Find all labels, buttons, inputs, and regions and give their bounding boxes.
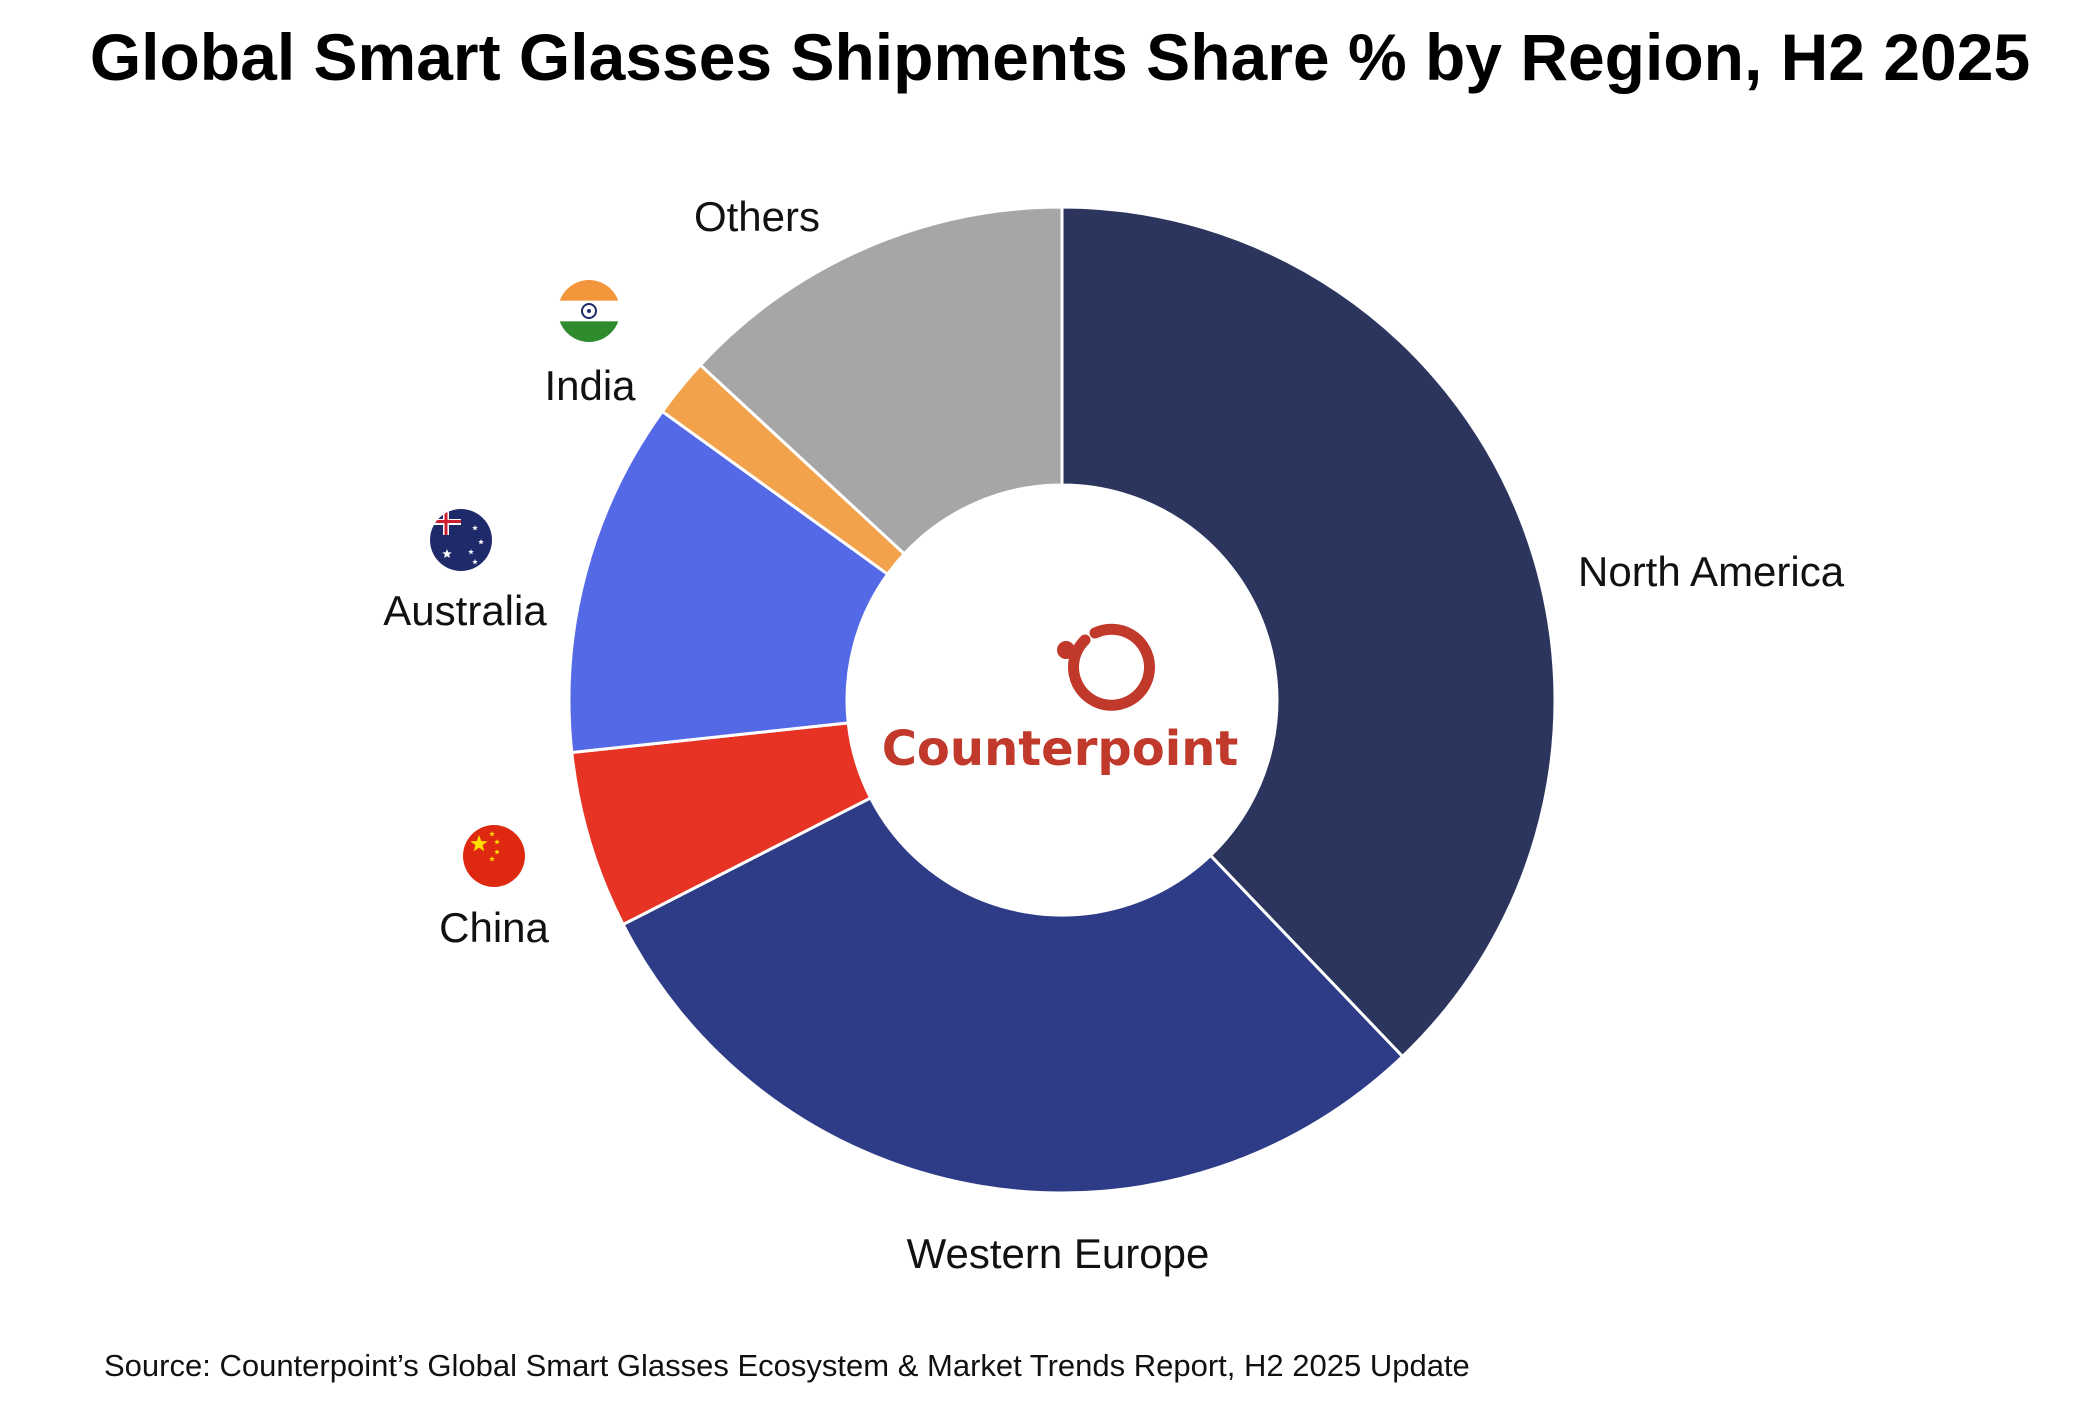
- australia-flag-icon: [430, 509, 492, 571]
- china-flag-icon: [463, 825, 525, 887]
- slice-label-north-america: North America: [1578, 548, 1845, 595]
- slice-label-china: China: [439, 904, 549, 951]
- counterpoint-logo: Counterpoint: [882, 623, 1239, 777]
- flag-icons: [430, 280, 620, 887]
- source-note: Source: Counterpoint’s Global Smart Glas…: [104, 1348, 1470, 1383]
- brand-name: Counterpoint: [882, 721, 1239, 777]
- counterpoint-logo-icon: [1057, 623, 1155, 711]
- slice-australia: [567, 409, 890, 755]
- slice-labels: North America Western Europe China Australi…: [383, 193, 1844, 1277]
- slice-western-europe: [621, 795, 1405, 1195]
- india-flag-icon: [558, 280, 620, 342]
- donut-slices: [567, 205, 1557, 1195]
- slice-north-america: [1060, 205, 1557, 1059]
- slice-label-india: India: [544, 362, 636, 409]
- slice-label-australia: Australia: [383, 587, 547, 634]
- slice-label-others: Others: [694, 193, 820, 240]
- slice-label-western-europe: Western Europe: [907, 1230, 1210, 1277]
- slice-others: [698, 205, 1064, 556]
- chart-title: Global Smart Glasses Shipments Share % b…: [90, 20, 2030, 94]
